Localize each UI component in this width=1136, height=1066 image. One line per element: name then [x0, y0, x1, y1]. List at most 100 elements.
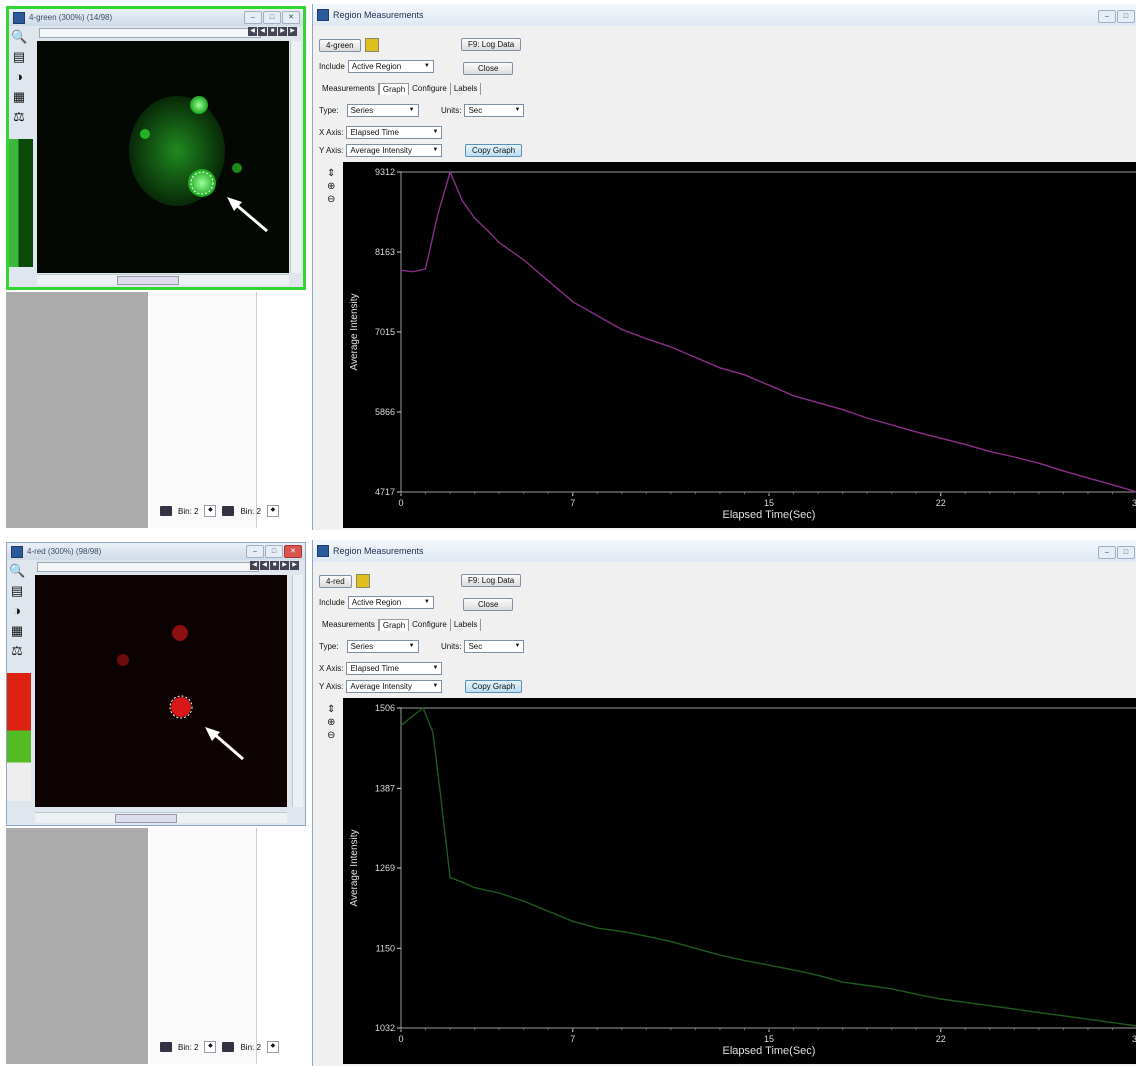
- close-button[interactable]: Close: [463, 598, 514, 611]
- frame-slider[interactable]: [37, 562, 259, 572]
- copy-graph-button[interactable]: Copy Graph: [465, 680, 523, 693]
- scale-icon[interactable]: ⚖: [13, 109, 25, 124]
- close-button[interactable]: Close: [463, 62, 514, 75]
- image-view-red[interactable]: [35, 575, 287, 807]
- frame-slider[interactable]: [39, 28, 261, 38]
- units-dropdown[interactable]: Sec ▼: [464, 640, 525, 653]
- chevron-down-icon: ▼: [408, 643, 415, 649]
- image-select-button[interactable]: 4-red: [319, 574, 352, 588]
- arrow-annotation: [233, 201, 268, 233]
- stop-icon[interactable]: ■: [270, 561, 279, 570]
- minimize-icon[interactable]: –: [246, 545, 264, 558]
- x-tick-label: 22: [936, 1034, 946, 1044]
- stack-icon[interactable]: ▤: [12, 49, 26, 64]
- tab-labels[interactable]: Labels: [451, 83, 482, 95]
- prev-frame-icon[interactable]: ◀: [248, 27, 257, 36]
- zoom-in-icon[interactable]: ⊕: [327, 181, 336, 192]
- image-view-green[interactable]: [37, 41, 289, 273]
- region-list-icon[interactable]: [364, 38, 379, 52]
- camera-icon[interactable]: [160, 1042, 172, 1052]
- play-icon[interactable]: ▶: [280, 561, 289, 570]
- next-frame-icon[interactable]: ▶: [290, 561, 299, 570]
- prev-frame-icon[interactable]: ◀: [250, 561, 259, 570]
- horizontal-scrollbar[interactable]: [37, 274, 289, 285]
- copy-graph-button[interactable]: Copy Graph: [465, 144, 523, 157]
- region-window-titlebar[interactable]: Region Measurements – □: [313, 540, 1136, 562]
- tab-measurements[interactable]: Measurements: [319, 83, 379, 95]
- rewind-icon[interactable]: ◀: [260, 561, 269, 570]
- maximize-icon[interactable]: □: [265, 545, 283, 558]
- region-measurements-window[interactable]: Region Measurements – □ 4-green F9: Log …: [312, 4, 1136, 530]
- color-wheel-icon[interactable]: ◑: [15, 69, 23, 84]
- log-data-button[interactable]: F9: Log Data: [461, 38, 522, 51]
- tab-graph[interactable]: Graph: [378, 619, 410, 631]
- image-window-green[interactable]: 4-green (300%) (14/98) – □ ✕ 🔍 ▤ ◑ ▦ ⚖ ◀…: [6, 6, 306, 290]
- next-frame-icon[interactable]: ▶: [288, 27, 297, 36]
- play-icon[interactable]: ▶: [278, 27, 287, 36]
- x-axis-label: X Axis:: [319, 664, 344, 673]
- units-label: Units:: [441, 642, 462, 651]
- scale-icon[interactable]: ⚖: [11, 643, 23, 658]
- fit-icon[interactable]: ⇕: [327, 704, 336, 715]
- tab-configure[interactable]: Configure: [409, 619, 451, 631]
- scroll-thumb[interactable]: [115, 814, 177, 823]
- bin-stepper-left[interactable]: ◆: [204, 505, 217, 517]
- camera-icon[interactable]: [160, 506, 172, 516]
- y-axis-dropdown[interactable]: Average Intensity ▼: [346, 144, 443, 157]
- app-icon: [11, 545, 23, 558]
- maximize-icon[interactable]: □: [263, 11, 281, 24]
- maximize-icon[interactable]: □: [1117, 546, 1135, 559]
- type-dropdown[interactable]: Series ▼: [346, 640, 419, 653]
- include-dropdown[interactable]: Active Region ▼: [347, 60, 434, 73]
- bin-stepper-left[interactable]: ◆: [204, 1041, 217, 1053]
- image-select-button[interactable]: 4-green: [319, 38, 361, 52]
- fit-icon[interactable]: ⇕: [327, 168, 336, 179]
- close-icon[interactable]: ✕: [282, 11, 300, 24]
- tab-labels[interactable]: Labels: [451, 619, 482, 631]
- include-dropdown[interactable]: Active Region ▼: [347, 596, 434, 609]
- x-axis-dropdown[interactable]: Elapsed Time ▼: [346, 662, 443, 675]
- zoom-icon[interactable]: 🔍: [11, 29, 28, 44]
- zoom-in-icon[interactable]: ⊕: [327, 717, 336, 728]
- chart-area-green[interactable]: 4717 5866 7015 8163 9312 0 7 15 22 30 Elapsed Time…: [343, 162, 1136, 528]
- region-measurements-window[interactable]: Region Measurements – □ 4-red F9: Log Da…: [312, 540, 1136, 1066]
- tab-graph[interactable]: Graph: [378, 83, 410, 95]
- minimize-icon[interactable]: –: [244, 11, 262, 24]
- vertical-scrollbar[interactable]: [290, 41, 301, 273]
- tab-measurements[interactable]: Measurements: [319, 619, 379, 631]
- type-dropdown[interactable]: Series ▼: [346, 104, 419, 117]
- close-icon[interactable]: ✕: [284, 545, 302, 558]
- bin-label-right: Bin: 2: [240, 1042, 261, 1052]
- minimize-icon[interactable]: –: [1098, 10, 1116, 23]
- scroll-thumb[interactable]: [117, 276, 179, 285]
- y-axis-dropdown[interactable]: Average Intensity ▼: [346, 680, 443, 693]
- vertical-scrollbar[interactable]: [292, 575, 303, 807]
- zoom-out-icon[interactable]: ⊖: [327, 730, 336, 741]
- minimize-icon[interactable]: –: [1098, 546, 1116, 559]
- red-cell-image: [117, 625, 244, 761]
- filter-icon[interactable]: [222, 506, 235, 516]
- region-list-icon[interactable]: [355, 574, 370, 588]
- rewind-icon[interactable]: ◀: [258, 27, 267, 36]
- palette-icon[interactable]: ▦: [12, 89, 26, 104]
- zoom-icon[interactable]: 🔍: [9, 563, 26, 578]
- filter-icon[interactable]: [222, 1042, 235, 1052]
- horizontal-scrollbar[interactable]: [35, 812, 287, 823]
- stack-icon[interactable]: ▤: [10, 583, 24, 598]
- bin-stepper-right[interactable]: ◆: [266, 1041, 279, 1053]
- tab-configure[interactable]: Configure: [409, 83, 451, 95]
- palette-icon[interactable]: ▦: [10, 623, 24, 638]
- zoom-out-icon[interactable]: ⊖: [327, 194, 336, 205]
- image-window-titlebar[interactable]: 4-green (300%) (14/98) – □ ✕: [9, 9, 303, 26]
- region-window-titlebar[interactable]: Region Measurements – □: [313, 4, 1136, 26]
- x-axis-dropdown[interactable]: Elapsed Time ▼: [346, 126, 443, 139]
- image-window-red[interactable]: 4-red (300%) (98/98) – □ ✕ 🔍 ▤ ◑ ▦ ⚖ ◀ ◀…: [6, 542, 306, 826]
- bin-stepper-right[interactable]: ◆: [266, 505, 279, 517]
- stop-icon[interactable]: ■: [268, 27, 277, 36]
- log-data-button[interactable]: F9: Log Data: [461, 574, 522, 587]
- units-dropdown[interactable]: Sec ▼: [464, 104, 525, 117]
- color-wheel-icon[interactable]: ◑: [13, 603, 21, 618]
- image-window-titlebar[interactable]: 4-red (300%) (98/98) – □ ✕: [7, 543, 305, 560]
- maximize-icon[interactable]: □: [1117, 10, 1135, 23]
- chart-area-red[interactable]: 1032 1150 1269 1387 1506 0 7 15 22 30 Elapsed Time…: [343, 698, 1136, 1064]
